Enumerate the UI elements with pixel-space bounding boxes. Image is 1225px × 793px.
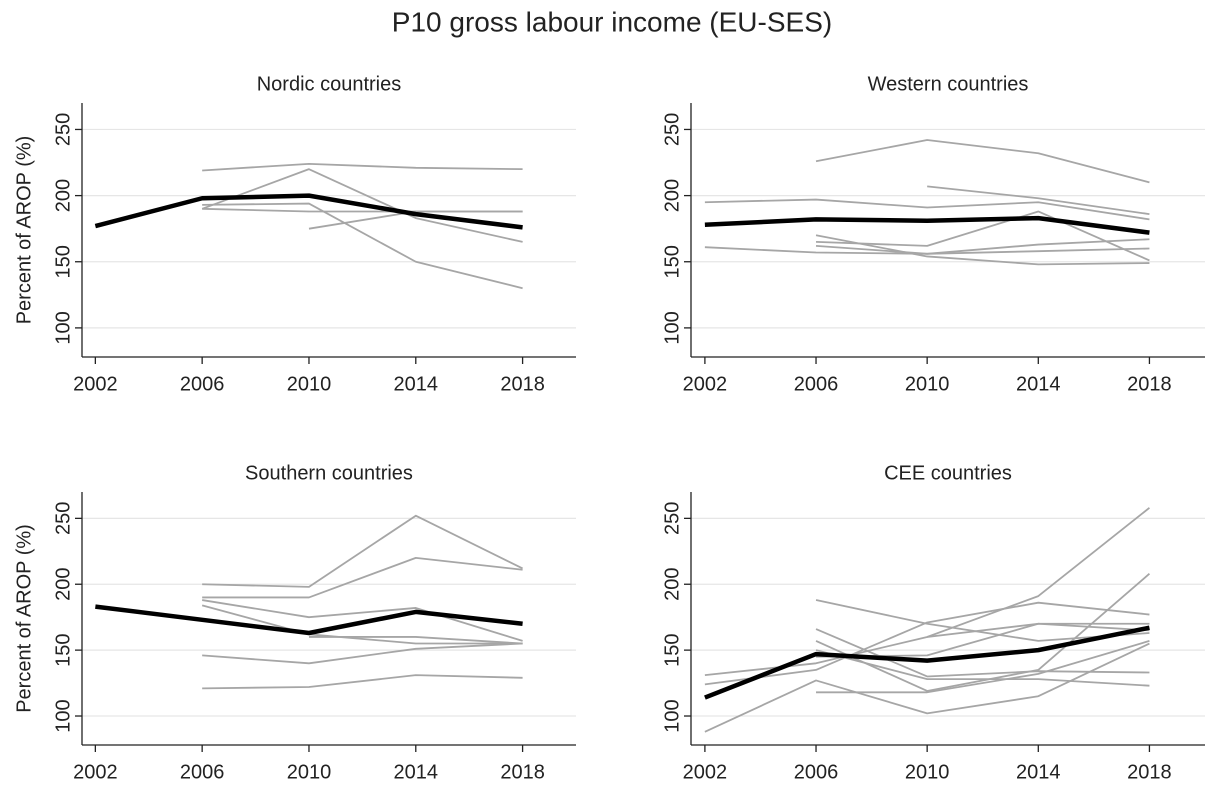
y-tick-label: 200 (661, 179, 683, 212)
series-line (95, 604, 523, 636)
series-line (704, 625, 1150, 700)
y-tick-label: 150 (52, 633, 74, 666)
y-tick-label: 100 (661, 311, 683, 344)
x-tick-label: 2002 (73, 761, 118, 783)
x-tick-label: 2006 (794, 761, 839, 783)
x-tick-label: 2006 (180, 373, 225, 395)
y-tick-label: 150 (661, 633, 683, 666)
x-tick-label: 2014 (394, 761, 439, 783)
y-tick-label: 250 (52, 113, 74, 146)
panel-title: CEE countries (884, 462, 1012, 484)
series-line (815, 244, 1150, 255)
y-tick-label: 250 (661, 502, 683, 535)
panel-title: Southern countries (245, 462, 413, 484)
series-line (202, 202, 523, 290)
series-line (704, 642, 1150, 733)
y-tick-label: 200 (661, 568, 683, 601)
x-tick-label: 2018 (1127, 373, 1172, 395)
panel-title: Western countries (868, 73, 1029, 95)
series-line (202, 514, 523, 588)
series-line (815, 139, 1150, 184)
series-line (202, 642, 523, 665)
x-tick-label: 2006 (180, 761, 225, 783)
x-tick-label: 2018 (500, 373, 545, 395)
y-tick-label: 100 (661, 699, 683, 732)
x-tick-label: 2018 (500, 761, 545, 783)
x-tick-label: 2002 (683, 761, 728, 783)
series-line (704, 601, 1150, 686)
y-axis-label: Percent of AROP (%) (13, 136, 35, 325)
series-line (201, 168, 523, 243)
x-tick-label: 2018 (1127, 761, 1172, 783)
series-line (815, 210, 1150, 262)
series-line (927, 622, 1150, 638)
series-line (201, 604, 523, 645)
panel: CEE countries 100 150 200 250 2002 2006 2010 201… (661, 462, 1205, 783)
x-tick-label: 2006 (794, 373, 839, 395)
x-tick-label: 2010 (287, 373, 332, 395)
series-line (202, 599, 523, 642)
x-tick-label: 2010 (287, 761, 332, 783)
series-line (927, 185, 1150, 216)
series-line (202, 556, 523, 599)
series-line (815, 599, 1150, 642)
x-tick-label: 2014 (1016, 373, 1061, 395)
y-tick-label: 250 (661, 113, 683, 146)
y-tick-label: 100 (52, 311, 74, 344)
x-tick-label: 2010 (905, 761, 950, 783)
x-tick-label: 2014 (1016, 761, 1061, 783)
panel: Southern countries Percent of AROP (%) 100… (13, 462, 576, 783)
series-line (815, 573, 1151, 692)
y-tick-label: 150 (52, 245, 74, 278)
y-tick-label: 200 (52, 179, 74, 212)
panel: Western countries 100 150 200 250 2002 2006 201… (661, 73, 1205, 395)
page-title: P10 gross labour income (EU-SES) (392, 6, 832, 37)
x-tick-label: 2002 (73, 373, 118, 395)
x-tick-label: 2010 (905, 373, 950, 395)
series-line (202, 674, 523, 690)
series-line (704, 215, 1150, 235)
series-line (308, 210, 523, 230)
panel: Nordic countries Percent of AROP (%) 100 15… (13, 73, 576, 395)
series-line (816, 640, 1150, 694)
y-tick-label: 250 (52, 502, 74, 535)
y-tick-label: 100 (52, 699, 74, 732)
series-line (815, 649, 1150, 687)
series-line (815, 628, 1150, 678)
y-axis-label: Percent of AROP (%) (13, 524, 35, 713)
y-tick-label: 150 (661, 245, 683, 278)
x-tick-label: 2002 (683, 373, 728, 395)
series-line (202, 162, 523, 172)
series-line (308, 636, 523, 645)
series-line (94, 193, 523, 230)
series-line (704, 198, 1150, 221)
series-line (815, 234, 1150, 266)
x-tick-label: 2014 (394, 373, 439, 395)
panel-title: Nordic countries (257, 73, 402, 95)
y-tick-label: 200 (52, 568, 74, 601)
